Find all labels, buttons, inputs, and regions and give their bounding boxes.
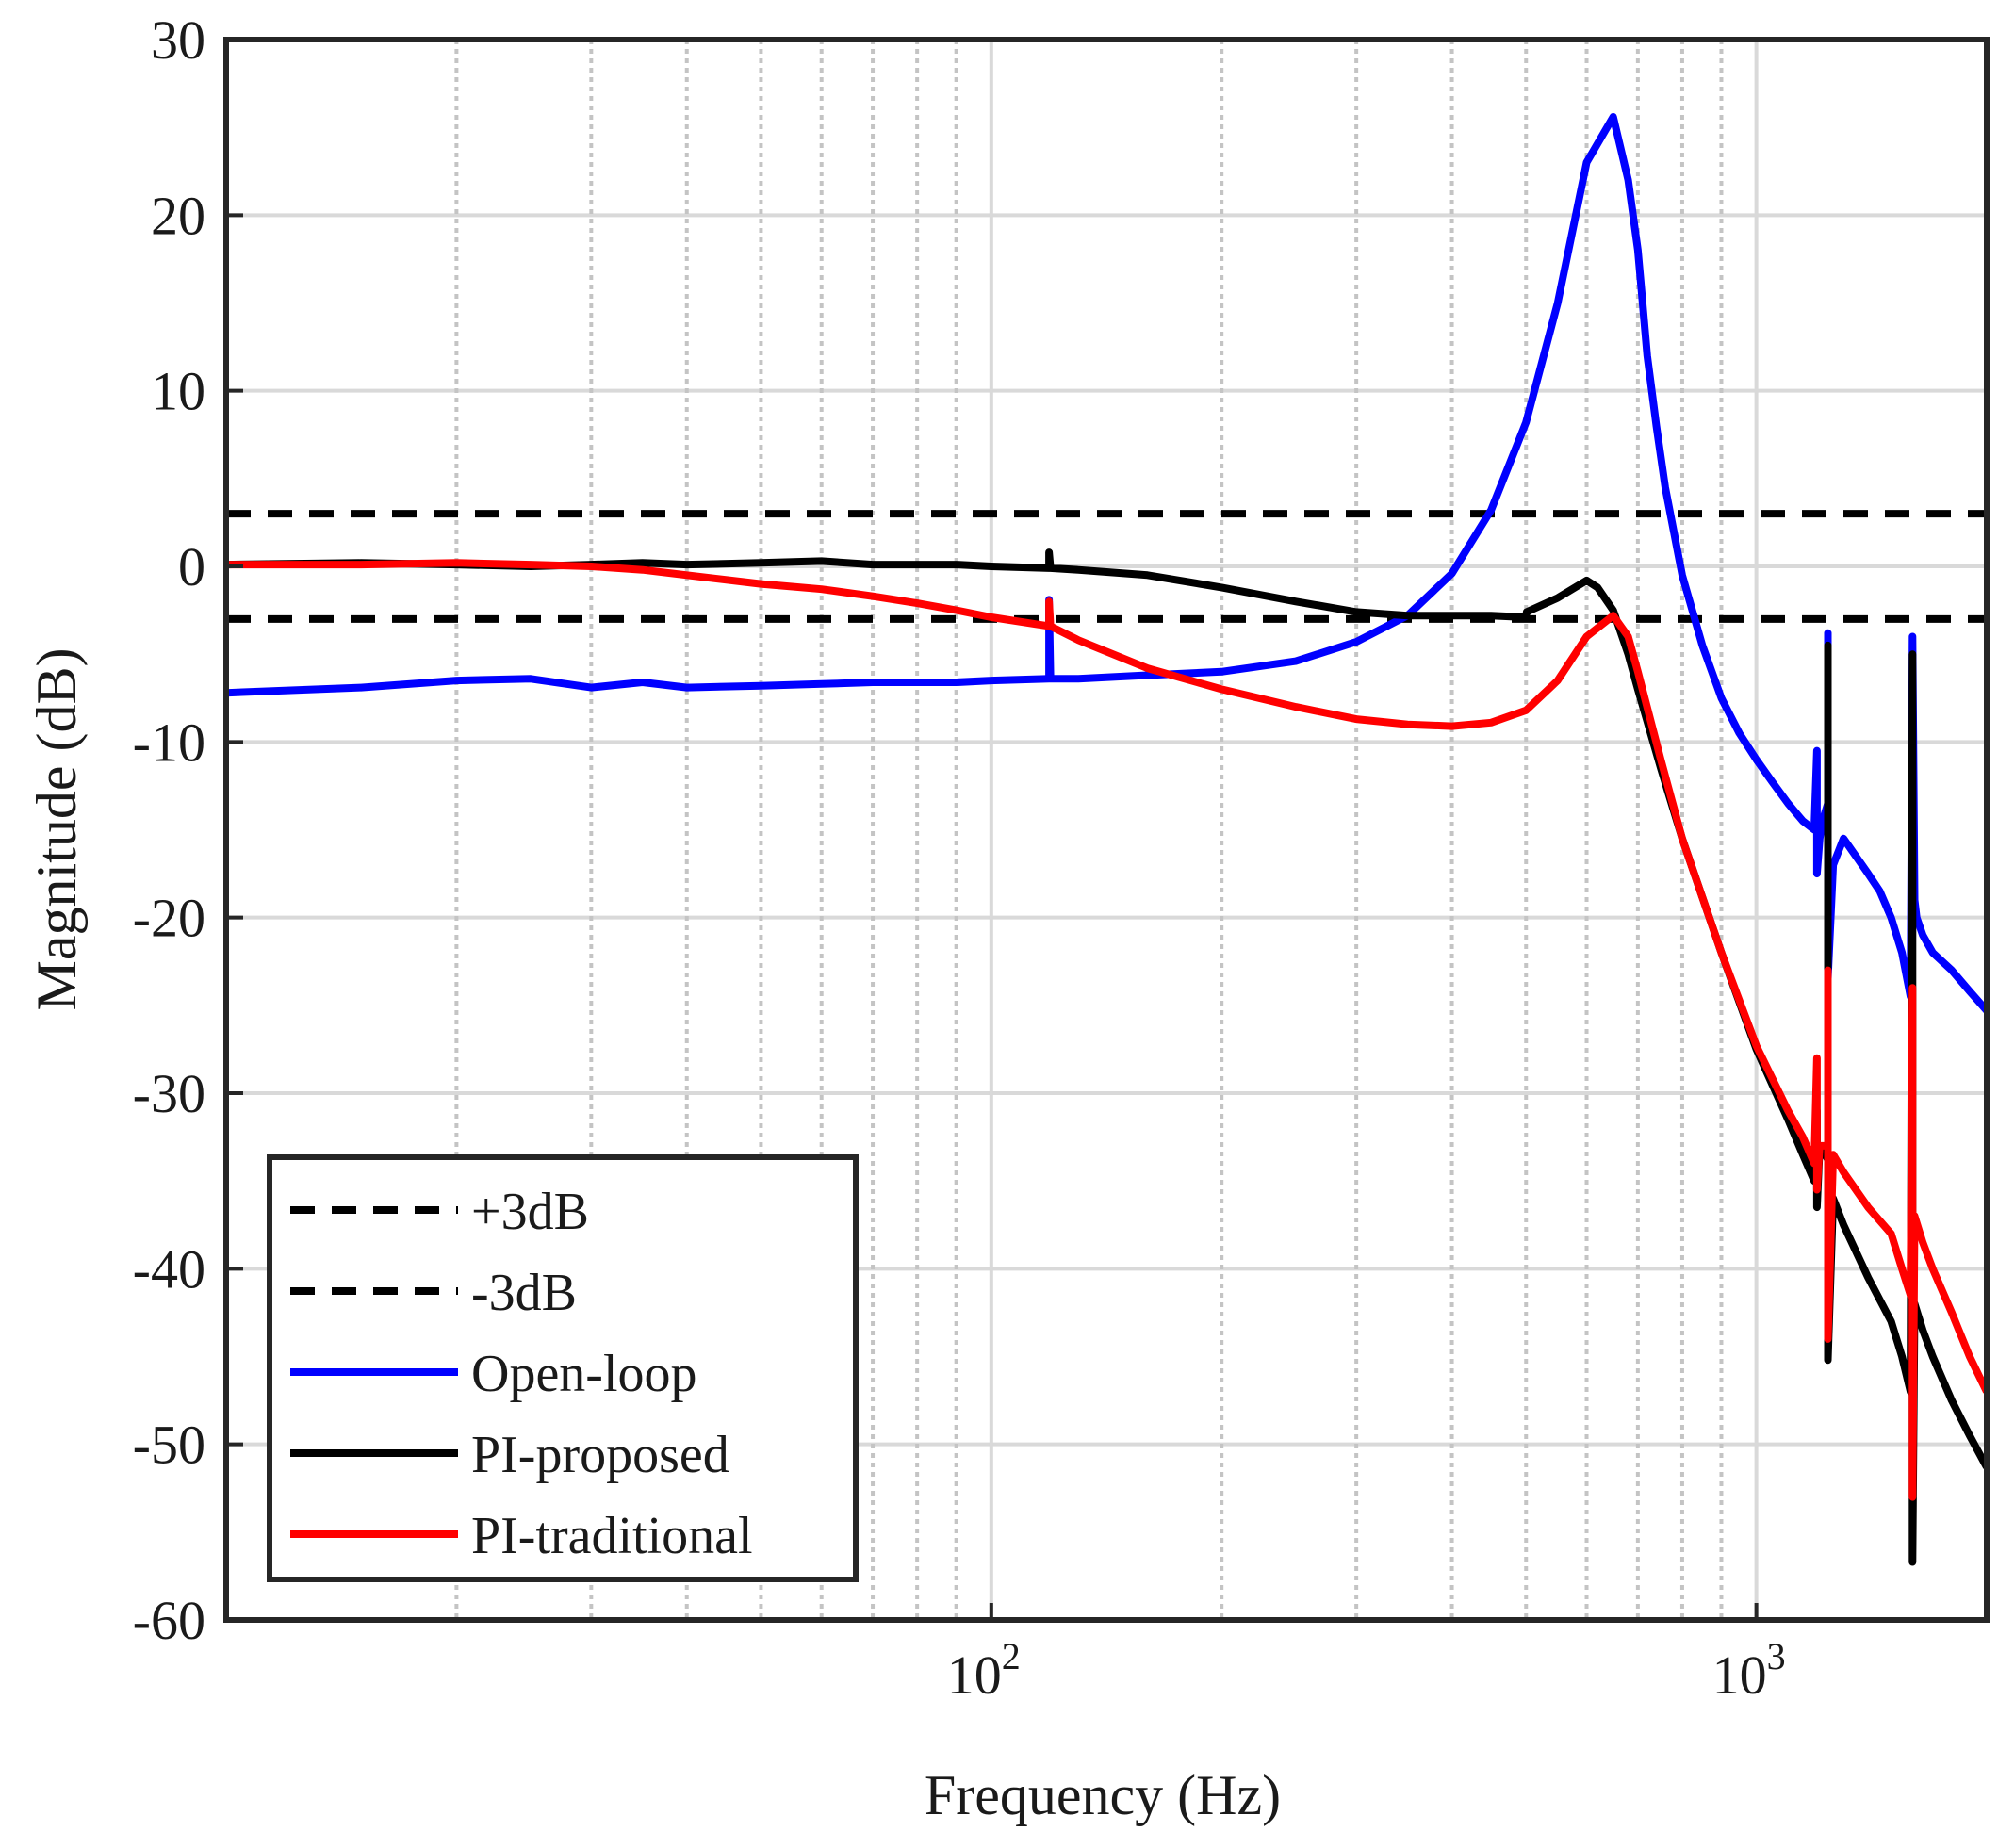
y-tick-label: -40 — [133, 1238, 205, 1300]
y-tick-labels: 30 20 10 0 -10 -20 -30 -40 -50 -60 — [133, 9, 243, 1651]
series-line-pi-traditional — [226, 559, 1987, 1501]
y-tick-label: -50 — [133, 1415, 205, 1476]
y-tick-label: 20 — [151, 185, 205, 246]
series-line-open-loop — [226, 113, 1987, 1014]
legend-label: PI-traditional — [471, 1507, 753, 1565]
legend-label: Open-loop — [471, 1345, 697, 1403]
y-tick-label: -20 — [133, 888, 205, 949]
x-tick-label: 103 — [1712, 1635, 1786, 1706]
plot-frame — [223, 37, 1990, 1623]
y-tick-label: 30 — [151, 9, 205, 71]
series-layer — [226, 113, 1987, 1566]
legend-label: +3dB — [471, 1183, 589, 1241]
x-axis-label: Frequency (Hz) — [925, 1764, 1281, 1826]
legend-label: PI-proposed — [471, 1426, 729, 1484]
y-tick-label: -10 — [133, 711, 205, 773]
y-tick-label: 10 — [151, 361, 205, 422]
y-tick-label: -30 — [133, 1063, 205, 1124]
legend: +3dB -3dB Open-loop PI-proposed PI-tradition… — [267, 1154, 859, 1582]
x-tick-label: 102 — [947, 1635, 1021, 1706]
x-tick-labels: 102 103 — [947, 1603, 1786, 1706]
y-tick-label: 0 — [178, 536, 205, 597]
legend-label: -3dB — [471, 1264, 577, 1322]
y-tick-label: -60 — [133, 1590, 205, 1651]
y-axis-label: Magnitude (dB) — [25, 648, 88, 1011]
